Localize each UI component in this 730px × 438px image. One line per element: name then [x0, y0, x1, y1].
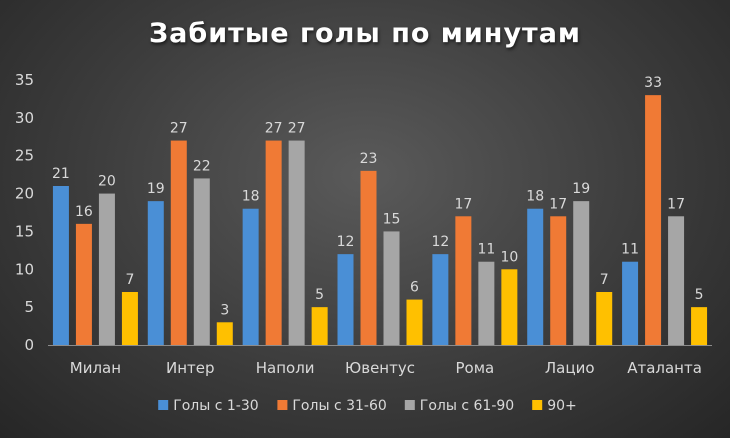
data-label: 11	[477, 242, 495, 258]
bar	[501, 269, 518, 345]
data-label: 22	[193, 158, 211, 174]
data-label: 11	[621, 242, 639, 258]
data-label: 16	[75, 204, 93, 220]
x-tick-label: Интер	[166, 359, 215, 377]
data-label: 17	[667, 196, 685, 212]
y-tick-label: 5	[24, 298, 34, 316]
bar	[193, 178, 210, 345]
data-label: 17	[549, 196, 567, 212]
data-label: 5	[315, 287, 324, 303]
y-tick-label: 0	[24, 336, 34, 354]
x-tick-label: Лацио	[545, 359, 595, 377]
bar	[216, 322, 233, 345]
bar	[622, 261, 639, 345]
y-tick-label: 35	[15, 71, 34, 89]
data-label: 19	[147, 181, 165, 197]
bar	[573, 201, 590, 345]
y-tick-label: 20	[15, 185, 34, 203]
data-label: 3	[220, 302, 229, 318]
bar	[52, 186, 69, 345]
bar	[147, 201, 164, 345]
bar	[360, 170, 377, 345]
x-tick-label: Рома	[455, 359, 494, 377]
data-label: 7	[125, 272, 134, 288]
data-label: 23	[360, 151, 378, 167]
data-label: 21	[52, 166, 70, 182]
bar	[596, 292, 613, 345]
data-label: 33	[644, 75, 662, 91]
data-label: 6	[410, 280, 419, 296]
data-label: 27	[288, 121, 306, 137]
data-label: 19	[572, 181, 590, 197]
bar	[668, 216, 685, 345]
y-tick-label: 15	[15, 222, 34, 240]
bar	[527, 208, 544, 345]
data-label: 15	[383, 211, 401, 227]
data-label: 18	[242, 189, 260, 205]
bar	[478, 261, 495, 345]
y-tick-label: 10	[15, 260, 34, 278]
data-label: 12	[337, 234, 355, 250]
chart-title: Забитые голы по минутам	[149, 18, 581, 49]
legend-swatch	[404, 400, 415, 410]
y-tick-label: 25	[15, 147, 34, 165]
legend-swatch	[277, 400, 288, 410]
legend-label: 90+	[547, 398, 577, 414]
bar	[311, 307, 328, 345]
data-label: 20	[98, 174, 116, 190]
y-tick-label: 30	[15, 109, 34, 127]
legend-swatch	[532, 400, 543, 410]
data-label: 12	[431, 234, 449, 250]
bar	[691, 307, 708, 345]
data-label: 10	[500, 249, 518, 265]
bar	[645, 95, 662, 346]
legend-label: Голы с 1-30	[173, 398, 258, 414]
data-label: 17	[454, 196, 472, 212]
data-label: 7	[600, 272, 609, 288]
bar	[242, 208, 259, 345]
x-tick-label: Наполи	[256, 359, 315, 377]
bar	[550, 216, 567, 345]
bar	[455, 216, 472, 345]
data-label: 18	[526, 189, 544, 205]
bar	[288, 140, 305, 345]
data-label: 27	[170, 121, 188, 137]
legend-label: Голы с 31-60	[292, 398, 386, 414]
bar	[432, 254, 449, 345]
legend-swatch	[158, 400, 169, 410]
x-tick-label: Ювентус	[345, 359, 415, 377]
data-label: 5	[695, 287, 704, 303]
bar	[121, 292, 138, 345]
bar	[265, 140, 282, 345]
bar	[406, 299, 423, 345]
bar	[75, 223, 92, 345]
data-label: 27	[265, 121, 283, 137]
bar	[170, 140, 187, 345]
legend-label: Голы с 61-90	[420, 398, 514, 414]
bar	[383, 231, 400, 345]
bar	[337, 254, 354, 345]
x-tick-label: Милан	[70, 359, 121, 377]
bar	[98, 193, 115, 345]
x-tick-label: Аталанта	[627, 359, 702, 377]
